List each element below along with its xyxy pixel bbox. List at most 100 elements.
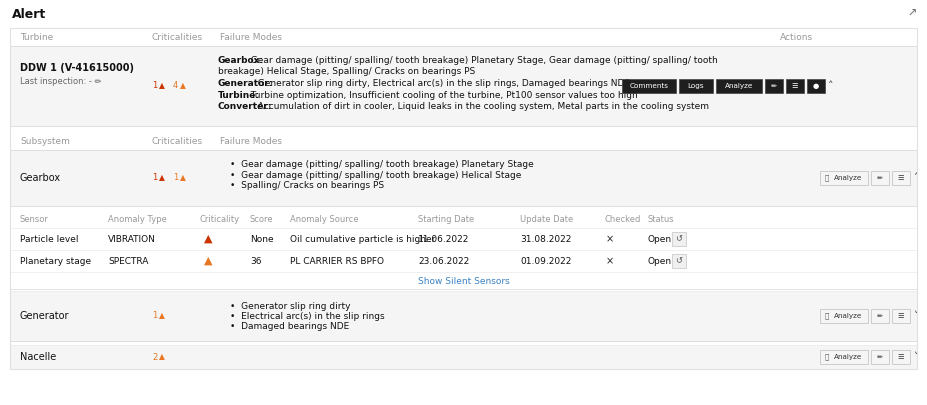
- Text: ▲: ▲: [159, 81, 165, 90]
- Bar: [10, 228, 917, 250]
- Bar: [765, 79, 783, 93]
- Text: ✏: ✏: [877, 313, 883, 319]
- Text: Comments: Comments: [629, 83, 668, 89]
- Text: Analyze: Analyze: [725, 83, 753, 89]
- Text: Checked: Checked: [605, 215, 641, 224]
- Bar: [672, 232, 686, 246]
- Text: ▲: ▲: [159, 173, 165, 183]
- Bar: [820, 171, 868, 185]
- Text: 2: 2: [152, 352, 158, 362]
- Text: Anomaly Type: Anomaly Type: [108, 215, 167, 224]
- Bar: [871, 350, 889, 364]
- Text: ⌕: ⌕: [825, 354, 830, 360]
- Bar: [0, 0, 927, 28]
- Text: ⌕: ⌕: [825, 175, 830, 181]
- Bar: [871, 309, 889, 323]
- Bar: [871, 171, 889, 185]
- Text: None: None: [250, 234, 273, 243]
- Text: Turbine optimization, Insufficient cooling of the turbine, Pt100 sensor values t: Turbine optimization, Insufficient cooli…: [245, 90, 638, 100]
- Text: Gear damage (pitting/ spalling/ tooth breakage) Planetary Stage, Gear damage (pi: Gear damage (pitting/ spalling/ tooth br…: [245, 56, 717, 65]
- Text: ▲: ▲: [159, 311, 165, 320]
- Text: ▲: ▲: [204, 234, 212, 244]
- Bar: [10, 46, 917, 126]
- Text: ●: ●: [813, 83, 819, 89]
- Text: 23.06.2022: 23.06.2022: [418, 256, 469, 266]
- Text: ↺: ↺: [676, 256, 682, 266]
- Text: PL CARRIER RS BPFO: PL CARRIER RS BPFO: [290, 256, 384, 266]
- Text: 11.06.2022: 11.06.2022: [418, 234, 469, 243]
- Text: Subsystem: Subsystem: [20, 136, 70, 145]
- Bar: [10, 150, 917, 206]
- Text: Criticalities: Criticalities: [152, 32, 203, 41]
- Bar: [0, 132, 927, 150]
- Text: Update Date: Update Date: [520, 215, 573, 224]
- Text: ✏: ✏: [877, 175, 883, 181]
- Text: Criticalities: Criticalities: [152, 136, 203, 145]
- Text: 1: 1: [152, 81, 158, 90]
- Text: 1: 1: [173, 173, 178, 183]
- Bar: [820, 350, 868, 364]
- Bar: [0, 28, 927, 46]
- Text: •  Gear damage (pitting/ spalling/ tooth breakage) Helical Stage: • Gear damage (pitting/ spalling/ tooth …: [230, 171, 521, 179]
- Text: Analyze: Analyze: [834, 354, 862, 360]
- Text: Status: Status: [648, 215, 675, 224]
- Text: •  Damaged bearings NDE: • Damaged bearings NDE: [230, 322, 349, 331]
- Text: Generator slip ring dirty, Electrical arc(s) in the slip rings, Damaged bearings: Generator slip ring dirty, Electrical ar…: [252, 79, 629, 88]
- Text: ↗: ↗: [908, 9, 917, 19]
- Bar: [0, 210, 927, 228]
- Text: 01.09.2022: 01.09.2022: [520, 256, 571, 266]
- Text: Analyze: Analyze: [834, 175, 862, 181]
- Text: Sensor: Sensor: [20, 215, 49, 224]
- Bar: [892, 171, 910, 185]
- Text: ▲: ▲: [159, 352, 165, 362]
- Text: ☰: ☰: [897, 175, 904, 181]
- Text: ▲: ▲: [204, 256, 212, 266]
- Text: Logs: Logs: [688, 83, 705, 89]
- Text: ˄: ˄: [828, 81, 833, 91]
- Text: Accumulation of dirt in cooler, Liquid leaks in the cooling system, Metal parts : Accumulation of dirt in cooler, Liquid l…: [252, 102, 709, 111]
- Text: 4: 4: [173, 81, 178, 90]
- Text: Planetary stage: Planetary stage: [20, 256, 91, 266]
- Text: Open: Open: [648, 234, 672, 243]
- Text: Oil cumulative particle is higher: Oil cumulative particle is higher: [290, 234, 436, 243]
- Text: ✏: ✏: [771, 83, 777, 89]
- Text: ˄: ˄: [914, 173, 919, 183]
- Text: Nacelle: Nacelle: [20, 352, 57, 362]
- Text: Failure Modes: Failure Modes: [220, 32, 282, 41]
- Text: Turbine: Turbine: [20, 32, 53, 41]
- Text: Open: Open: [648, 256, 672, 266]
- Text: Gearbox:: Gearbox:: [218, 56, 264, 65]
- Text: 31.08.2022: 31.08.2022: [520, 234, 571, 243]
- Text: Alert: Alert: [12, 8, 46, 21]
- Text: ˅: ˅: [914, 311, 919, 321]
- Text: 36: 36: [250, 256, 261, 266]
- Text: •  Gear damage (pitting/ spalling/ tooth breakage) Planetary Stage: • Gear damage (pitting/ spalling/ tooth …: [230, 160, 534, 169]
- Text: Gearbox: Gearbox: [20, 173, 61, 183]
- Text: Starting Date: Starting Date: [418, 215, 475, 224]
- Text: ⌕: ⌕: [825, 313, 830, 319]
- Text: DDW 1 (V-41615000): DDW 1 (V-41615000): [20, 63, 134, 73]
- Bar: [622, 79, 676, 93]
- Bar: [672, 254, 686, 268]
- Bar: [716, 79, 762, 93]
- Text: ☰: ☰: [897, 354, 904, 360]
- Text: ✏: ✏: [877, 354, 883, 360]
- Text: ×: ×: [606, 256, 614, 266]
- Bar: [807, 79, 825, 93]
- Text: Actions: Actions: [780, 32, 813, 41]
- Text: Turbine:: Turbine:: [218, 90, 260, 100]
- Bar: [892, 350, 910, 364]
- Text: ☰: ☰: [897, 313, 904, 319]
- Text: ×: ×: [606, 234, 614, 244]
- Text: SPECTRA: SPECTRA: [108, 256, 148, 266]
- Bar: [10, 28, 917, 369]
- Bar: [786, 79, 804, 93]
- Bar: [820, 309, 868, 323]
- Text: Generator: Generator: [20, 311, 70, 321]
- Text: Particle level: Particle level: [20, 234, 79, 243]
- Text: Last inspection: - ✏: Last inspection: - ✏: [20, 77, 101, 85]
- Text: breakage) Helical Stage, Spalling/ Cracks on bearings PS: breakage) Helical Stage, Spalling/ Crack…: [218, 68, 476, 77]
- Text: VIBRATION: VIBRATION: [108, 234, 156, 243]
- Bar: [10, 345, 917, 369]
- Text: Score: Score: [250, 215, 273, 224]
